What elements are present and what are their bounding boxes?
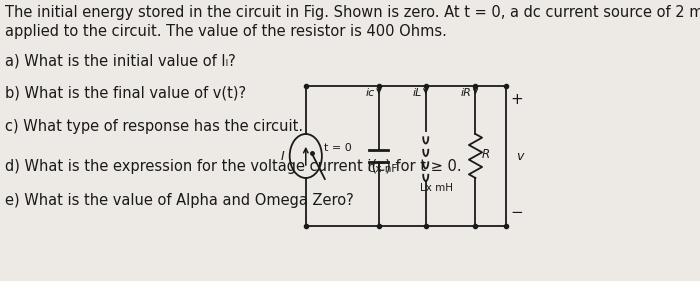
Text: I: I — [281, 149, 285, 162]
Text: Lx mH: Lx mH — [420, 183, 453, 193]
Text: R: R — [482, 148, 490, 160]
Text: d) What is the expression for the voltage current i(c) for t ≥ 0.: d) What is the expression for the voltag… — [5, 159, 462, 174]
Text: a) What is the initial value of Iₗ?: a) What is the initial value of Iₗ? — [5, 53, 236, 68]
Text: ic: ic — [366, 88, 375, 98]
Text: −: − — [510, 205, 524, 220]
Text: +: + — [510, 92, 524, 107]
Text: Cx nF: Cx nF — [368, 164, 397, 174]
Text: c) What type of response has the circuit.: c) What type of response has the circuit… — [5, 119, 303, 134]
Text: iR: iR — [461, 88, 472, 98]
Text: t = 0: t = 0 — [324, 143, 352, 153]
Text: e) What is the value of Alpha and Omega Zero?: e) What is the value of Alpha and Omega … — [5, 193, 354, 208]
Text: b) What is the final value of v(t)?: b) What is the final value of v(t)? — [5, 86, 246, 101]
Text: The initial energy stored in the circuit in Fig. Shown is zero. At t = 0, a dc c: The initial energy stored in the circuit… — [5, 5, 700, 20]
Text: applied to the circuit. The value of the resistor is 400 Ohms.: applied to the circuit. The value of the… — [5, 24, 447, 39]
Text: iL: iL — [413, 88, 422, 98]
Text: v: v — [517, 149, 524, 162]
